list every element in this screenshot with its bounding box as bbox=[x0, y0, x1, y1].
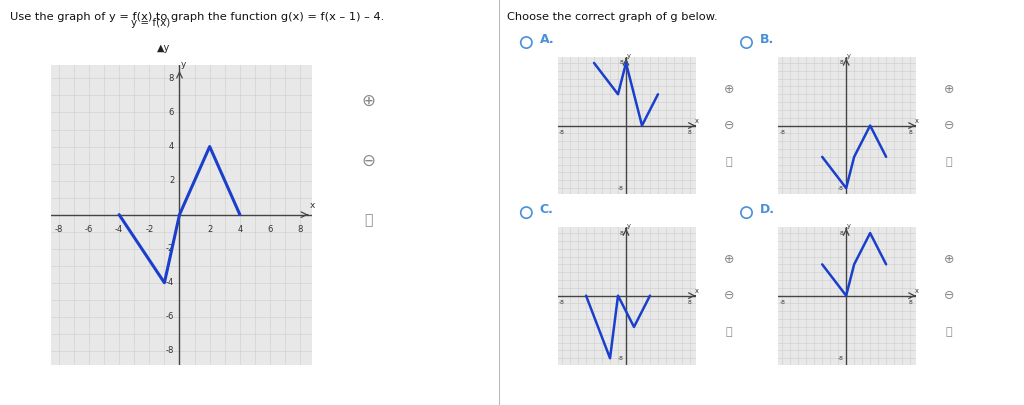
Text: 4: 4 bbox=[238, 225, 243, 234]
Text: 2: 2 bbox=[207, 225, 212, 234]
Text: ⊕: ⊕ bbox=[361, 92, 376, 110]
Text: 8: 8 bbox=[169, 74, 174, 83]
Text: 8: 8 bbox=[688, 301, 692, 305]
Text: -8: -8 bbox=[559, 301, 565, 305]
Text: -8: -8 bbox=[166, 346, 174, 355]
Text: y: y bbox=[181, 60, 186, 69]
Text: ⊕: ⊕ bbox=[944, 253, 954, 266]
Text: -6: -6 bbox=[166, 312, 174, 321]
Text: 8: 8 bbox=[298, 225, 303, 234]
Text: -6: -6 bbox=[85, 225, 93, 234]
Text: 8: 8 bbox=[688, 130, 692, 135]
Text: ⧉: ⧉ bbox=[726, 327, 732, 337]
Text: y: y bbox=[847, 53, 850, 59]
Text: y = f(x): y = f(x) bbox=[131, 18, 170, 28]
Text: x: x bbox=[915, 118, 920, 124]
Text: 8: 8 bbox=[840, 230, 844, 236]
Text: ⊕: ⊕ bbox=[724, 253, 734, 266]
Text: ⧉: ⧉ bbox=[946, 157, 952, 167]
Text: ⊕: ⊕ bbox=[944, 83, 954, 96]
Text: ⊕: ⊕ bbox=[724, 83, 734, 96]
Text: -8: -8 bbox=[838, 356, 844, 361]
Text: ⊖: ⊖ bbox=[724, 289, 734, 302]
Text: x: x bbox=[310, 201, 315, 210]
Text: ▲y: ▲y bbox=[157, 43, 170, 53]
Text: D.: D. bbox=[760, 203, 775, 216]
Text: y: y bbox=[627, 53, 630, 59]
Text: A.: A. bbox=[540, 33, 554, 46]
Text: -2: -2 bbox=[145, 225, 154, 234]
Text: y: y bbox=[627, 223, 630, 229]
Text: ⧉: ⧉ bbox=[726, 157, 732, 167]
Text: x: x bbox=[915, 288, 920, 294]
Text: 6: 6 bbox=[267, 225, 272, 234]
Text: B.: B. bbox=[760, 33, 774, 46]
Text: -8: -8 bbox=[779, 130, 785, 135]
Text: 8: 8 bbox=[620, 60, 624, 66]
Text: C.: C. bbox=[540, 203, 554, 216]
Text: x: x bbox=[695, 118, 699, 124]
Text: -4: -4 bbox=[115, 225, 123, 234]
Text: 2: 2 bbox=[169, 176, 174, 185]
Text: 6: 6 bbox=[169, 108, 174, 117]
Text: 8: 8 bbox=[908, 130, 912, 135]
Text: -8: -8 bbox=[617, 185, 624, 191]
Text: -8: -8 bbox=[559, 130, 565, 135]
Text: x: x bbox=[695, 288, 699, 294]
Text: 8: 8 bbox=[840, 60, 844, 66]
Text: -8: -8 bbox=[779, 301, 785, 305]
Text: ⊖: ⊖ bbox=[724, 119, 734, 132]
Text: Use the graph of y = f(x) to graph the function g(x) = f(x – 1) – 4.: Use the graph of y = f(x) to graph the f… bbox=[10, 12, 384, 22]
Text: ⧉: ⧉ bbox=[365, 214, 373, 228]
Text: 4: 4 bbox=[169, 142, 174, 151]
Text: ⊖: ⊖ bbox=[944, 119, 954, 132]
Text: -4: -4 bbox=[166, 278, 174, 287]
Text: ⧉: ⧉ bbox=[946, 327, 952, 337]
Text: -8: -8 bbox=[838, 185, 844, 191]
Text: Choose the correct graph of g below.: Choose the correct graph of g below. bbox=[507, 12, 718, 22]
Text: -8: -8 bbox=[54, 225, 62, 234]
Text: -2: -2 bbox=[166, 244, 174, 253]
Text: ⊖: ⊖ bbox=[361, 152, 376, 170]
Text: 8: 8 bbox=[908, 301, 912, 305]
Text: y: y bbox=[847, 223, 850, 229]
Text: -8: -8 bbox=[617, 356, 624, 361]
Text: ⊖: ⊖ bbox=[944, 289, 954, 302]
Text: 8: 8 bbox=[620, 230, 624, 236]
